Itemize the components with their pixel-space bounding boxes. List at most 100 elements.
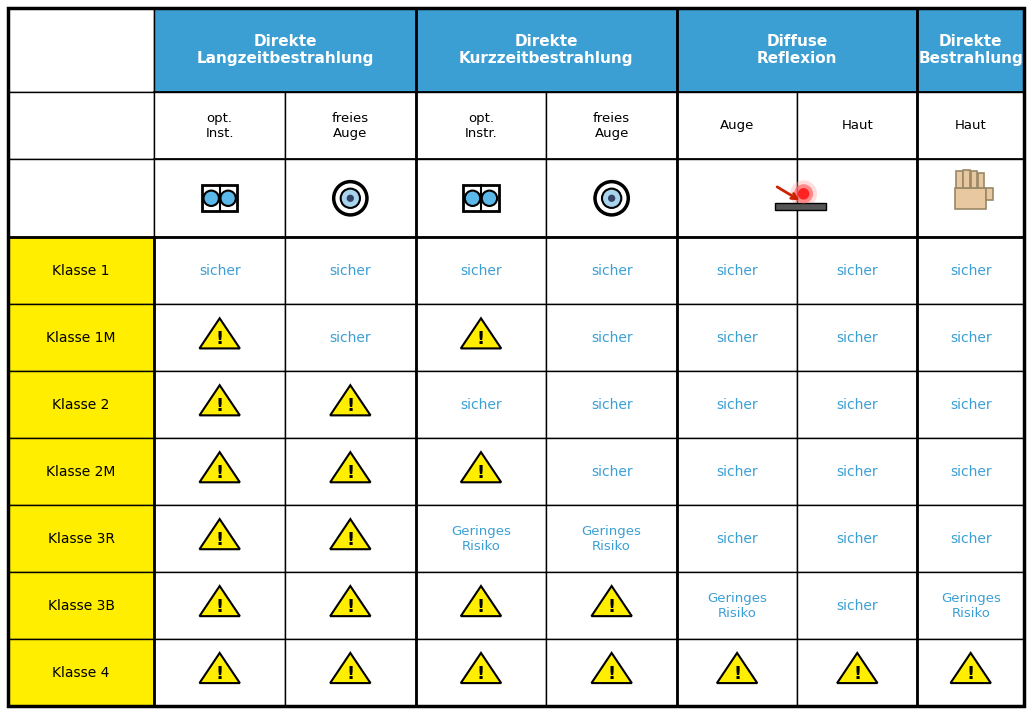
Bar xyxy=(797,438,917,506)
Text: sicher: sicher xyxy=(460,398,502,412)
Text: !: ! xyxy=(216,598,224,616)
Bar xyxy=(8,238,155,304)
Bar xyxy=(416,438,546,506)
Bar xyxy=(677,238,797,304)
Bar xyxy=(546,371,677,438)
Bar xyxy=(416,639,546,706)
Bar xyxy=(546,159,677,238)
Text: freies
Auge: freies Auge xyxy=(331,111,368,140)
Bar xyxy=(917,572,1024,639)
Text: !: ! xyxy=(347,598,354,616)
Circle shape xyxy=(798,188,809,199)
Bar xyxy=(416,572,546,639)
Bar xyxy=(285,438,416,506)
Bar xyxy=(964,170,970,188)
Polygon shape xyxy=(330,386,370,416)
Text: Klasse 3R: Klasse 3R xyxy=(47,532,115,545)
Bar xyxy=(8,438,155,506)
Bar xyxy=(677,92,797,159)
Bar xyxy=(285,304,416,371)
Bar xyxy=(416,159,546,238)
Polygon shape xyxy=(330,586,370,616)
Text: Klasse 4: Klasse 4 xyxy=(53,665,109,680)
Bar xyxy=(155,92,285,159)
Bar xyxy=(8,92,155,159)
Bar xyxy=(977,174,985,188)
Text: sicher: sicher xyxy=(591,264,633,278)
Bar xyxy=(917,238,1024,304)
Text: !: ! xyxy=(216,397,224,416)
Text: sicher: sicher xyxy=(329,331,372,345)
Circle shape xyxy=(333,181,367,215)
Text: sicher: sicher xyxy=(837,598,878,613)
Bar xyxy=(917,8,1024,92)
Circle shape xyxy=(794,184,813,203)
Bar xyxy=(917,506,1024,572)
Text: Haut: Haut xyxy=(841,119,873,132)
Bar xyxy=(8,572,155,639)
Text: !: ! xyxy=(733,665,741,683)
Text: !: ! xyxy=(347,665,354,683)
Bar xyxy=(986,188,993,200)
Polygon shape xyxy=(461,653,502,683)
Circle shape xyxy=(791,181,817,207)
Bar xyxy=(677,506,797,572)
Bar xyxy=(155,8,416,92)
Bar xyxy=(917,92,1024,159)
Polygon shape xyxy=(199,386,239,416)
Polygon shape xyxy=(199,519,239,549)
Bar xyxy=(155,438,285,506)
Text: sicher: sicher xyxy=(460,264,502,278)
Text: sicher: sicher xyxy=(329,264,372,278)
Bar xyxy=(8,371,155,438)
Text: Klasse 1M: Klasse 1M xyxy=(46,331,116,345)
Bar xyxy=(957,171,963,188)
Text: sicher: sicher xyxy=(199,264,240,278)
Text: !: ! xyxy=(216,531,224,549)
Text: sicher: sicher xyxy=(949,331,992,345)
Bar xyxy=(677,572,797,639)
Text: sicher: sicher xyxy=(716,331,757,345)
Text: sicher: sicher xyxy=(837,465,878,479)
Bar xyxy=(285,572,416,639)
Polygon shape xyxy=(461,318,502,348)
Polygon shape xyxy=(330,653,370,683)
Text: Geringes
Risiko: Geringes Risiko xyxy=(941,592,1001,620)
Bar xyxy=(155,639,285,706)
Polygon shape xyxy=(591,653,632,683)
Text: !: ! xyxy=(477,464,485,482)
Bar xyxy=(775,203,826,211)
Bar xyxy=(797,238,917,304)
Polygon shape xyxy=(330,519,370,549)
Polygon shape xyxy=(199,586,239,616)
Text: Haut: Haut xyxy=(955,119,987,132)
Bar xyxy=(8,304,155,371)
Polygon shape xyxy=(837,653,877,683)
Circle shape xyxy=(595,181,628,215)
Text: sicher: sicher xyxy=(716,532,757,545)
Bar xyxy=(677,371,797,438)
Bar xyxy=(416,8,677,92)
Text: sicher: sicher xyxy=(591,465,633,479)
Text: Direkte
Langzeitbestrahlung: Direkte Langzeitbestrahlung xyxy=(196,34,374,66)
Text: sicher: sicher xyxy=(591,398,633,412)
Bar xyxy=(797,371,917,438)
Text: sicher: sicher xyxy=(837,398,878,412)
Bar xyxy=(970,171,977,188)
Bar xyxy=(416,371,546,438)
Bar xyxy=(917,159,1024,238)
Bar xyxy=(797,304,917,371)
Circle shape xyxy=(602,188,621,208)
Bar xyxy=(8,8,155,92)
Bar xyxy=(155,304,285,371)
Bar xyxy=(797,639,917,706)
Bar xyxy=(8,639,155,706)
Text: sicher: sicher xyxy=(716,465,757,479)
Text: opt.
Instr.: opt. Instr. xyxy=(464,111,497,140)
Circle shape xyxy=(341,188,360,208)
Text: Geringes
Risiko: Geringes Risiko xyxy=(451,525,511,553)
Bar xyxy=(917,639,1024,706)
Text: !: ! xyxy=(347,531,354,549)
Bar xyxy=(8,506,155,572)
Circle shape xyxy=(608,195,615,202)
